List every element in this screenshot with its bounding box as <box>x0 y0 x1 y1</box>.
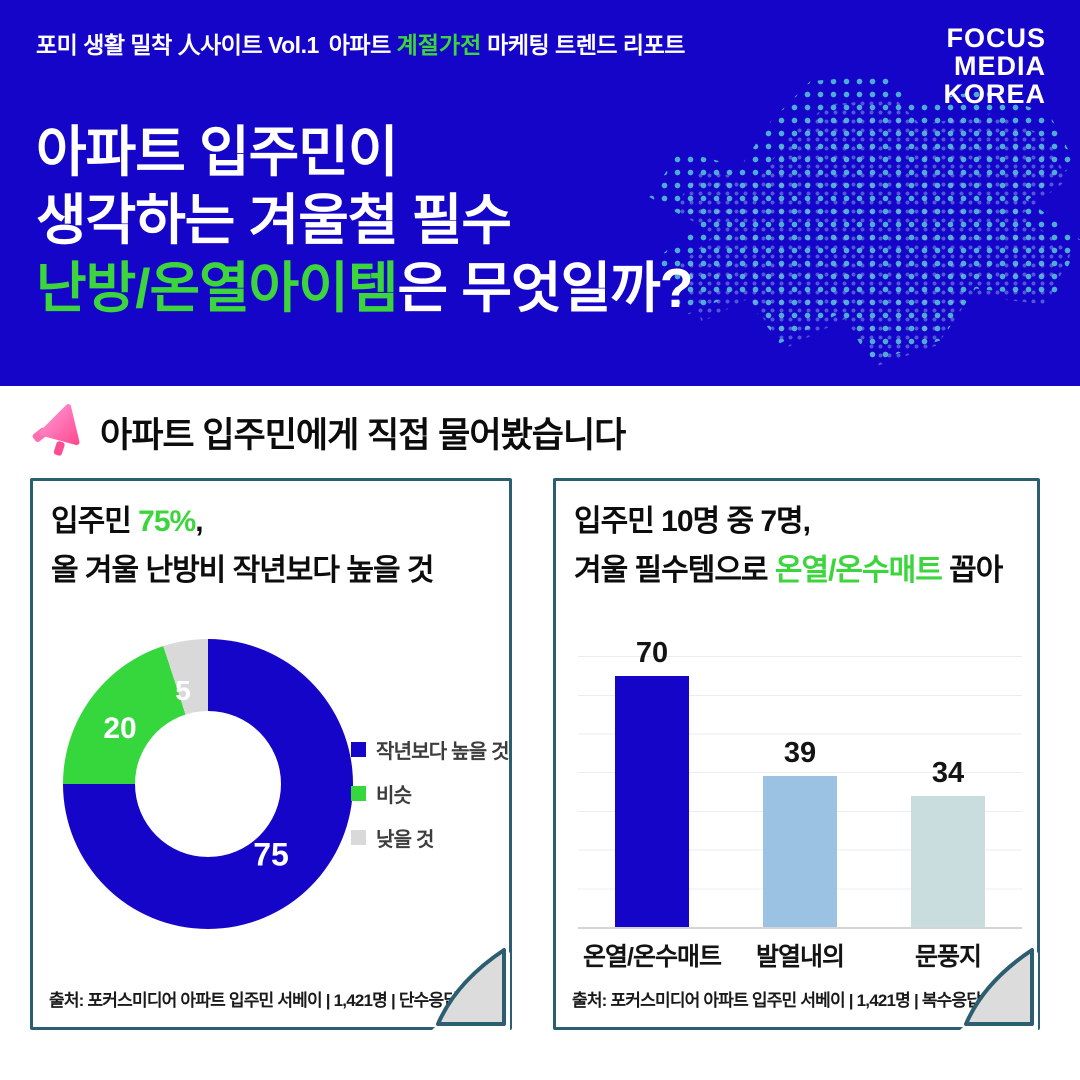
page-curl-icon <box>432 948 510 1030</box>
bar-source-note: 출처: 포커스미디어 아파트 입주민 서베이 | 1,421명 | 복수응답(%… <box>572 991 1006 1010</box>
hero-title-line2: 생각하는 겨울철 필수 <box>36 189 512 251</box>
donut-value-similar: 20 <box>103 712 137 745</box>
bar-chart: 70 39 34 <box>578 637 1022 929</box>
donut-title-pre: 입주민 <box>51 505 139 538</box>
donut-legend: 작년보다 높을 것 비슷 낮을 것 <box>351 735 510 852</box>
donut-chart-card: 입주민 75%, 올 겨울 난방비 작년보다 높을 것 75 20 5 작년보다… <box>30 478 512 1030</box>
bar-value: 39 <box>783 737 817 770</box>
bar-draft-stopper <box>911 795 985 927</box>
kicker-part2: 마케팅 트렌드 리포트 <box>481 32 685 58</box>
donut-value-low: 5 <box>175 675 191 706</box>
hero-title-line1: 아파트 입주민이 <box>36 121 398 183</box>
hero-title-highlight: 난방/온열아이템 <box>36 257 398 319</box>
survey-heading-row: 아파트 입주민에게 직접 물어봤습니다 <box>30 404 626 460</box>
bar-title-post: 꼽아 <box>941 554 1003 587</box>
hero-title-line3-rest: 은 무엇일까? <box>397 257 693 319</box>
donut-card-title: 입주민 75%, 올 겨울 난방비 작년보다 높을 것 <box>33 481 509 595</box>
report-kicker: 포미 생활 밀착 人사이트 Vol.1 아파트 계절가전 마케팅 트렌드 리포트 <box>36 26 685 60</box>
bar-category: 온열/온수매트 <box>583 943 722 971</box>
legend-item: 작년보다 높을 것 <box>351 735 510 764</box>
bar-column: 70 <box>578 637 726 927</box>
megaphone-icon <box>32 404 80 456</box>
bar-column: 39 <box>726 637 874 927</box>
bar-heating-mat <box>615 676 689 927</box>
bar-value: 70 <box>635 637 669 669</box>
legend-swatch-blue <box>351 742 366 757</box>
hero-title-line3: 난방/온열아이템은 무엇일까? <box>36 254 693 322</box>
donut-title-highlight: 75% <box>138 505 196 538</box>
bar-title-highlight: 온열/온수매트 <box>774 554 943 587</box>
legend-item: 낮을 것 <box>351 823 509 852</box>
legend-label: 비슷 <box>376 785 412 807</box>
donut-hole <box>135 711 281 857</box>
legend-swatch-green <box>351 786 366 801</box>
bar-chart-card: 입주민 10명 중 7명, 겨울 필수템으로 온열/온수매트 꼽아 70 39 … <box>553 478 1040 1030</box>
hero-banner: 포미 생활 밀착 人사이트 Vol.1 아파트 계절가전 마케팅 트렌드 리포트 … <box>0 0 1080 386</box>
bar-title-pre: 겨울 필수템으로 <box>574 554 775 587</box>
donut-title-post: , <box>195 505 203 538</box>
bar-card-title: 입주민 10명 중 7명, 겨울 필수템으로 온열/온수매트 꼽아 <box>556 481 1037 595</box>
korea-dot-map-overlay <box>672 98 1072 366</box>
page-curl-icon <box>960 948 1038 1030</box>
donut-title-line2: 올 겨울 난방비 작년보다 높을 것 <box>51 554 434 587</box>
bar-value: 34 <box>931 756 965 789</box>
bar-category-labels: 온열/온수매트 발열내의 문풍지 <box>578 937 1022 973</box>
bar-thermal-underwear <box>763 776 837 927</box>
bar-title-line2: 겨울 필수템으로 온열/온수매트 꼽아 <box>574 546 1019 595</box>
donut-source-note: 출처: 포커스미디어 아파트 입주민 서베이 | 1,421명 | 단수응답(%… <box>49 991 483 1010</box>
hero-title: 아파트 입주민이 생각하는 겨울철 필수 난방/온열아이템은 무엇일까? <box>36 118 693 322</box>
bar-category: 문풍지 <box>914 943 982 971</box>
legend-label: 낮을 것 <box>376 829 434 851</box>
donut-value-high: 75 <box>253 836 289 873</box>
korea-dot-map <box>649 75 1080 362</box>
donut-chart: 75 20 5 <box>63 639 353 929</box>
survey-heading: 아파트 입주민에게 직접 물어봤습니다 <box>100 415 626 455</box>
bar-category: 발열내의 <box>755 943 845 971</box>
logo-line: FOCUS <box>946 23 1046 53</box>
legend-item: 비슷 <box>351 779 509 808</box>
legend-swatch-gray <box>351 830 366 845</box>
logo-line: KOREA <box>943 79 1046 109</box>
legend-label: 작년보다 높을 것 <box>376 741 510 763</box>
donut-title-line1: 입주민 75%, <box>51 497 491 546</box>
bar-column: 34 <box>874 637 1022 927</box>
bar-title-line1: 입주민 10명 중 7명, <box>574 505 811 538</box>
series-label: 포미 생활 밀착 人사이트 Vol.1 <box>36 32 319 58</box>
kicker-part1: 아파트 <box>328 32 397 58</box>
kicker-green: 계절가전 <box>396 32 482 58</box>
logo-line: MEDIA <box>954 51 1046 81</box>
focus-media-korea-logo: FOCUS MEDIA KOREA <box>943 24 1046 108</box>
